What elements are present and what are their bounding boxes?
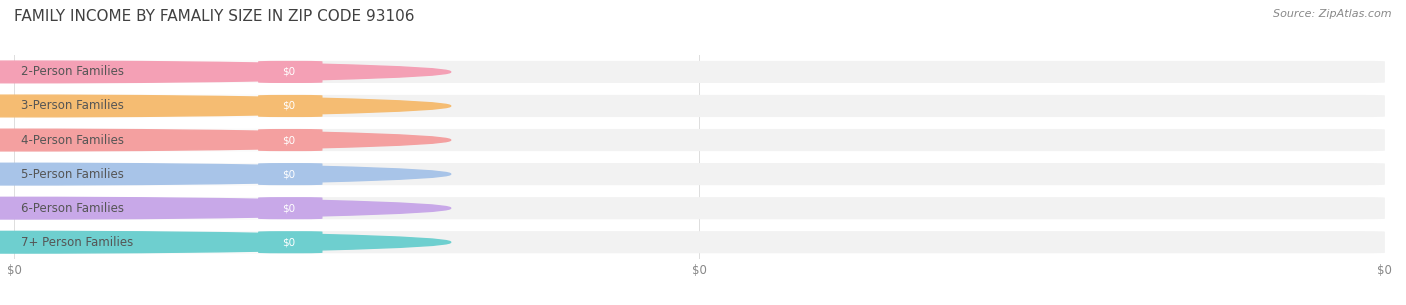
FancyBboxPatch shape bbox=[14, 231, 1385, 253]
FancyBboxPatch shape bbox=[259, 197, 322, 219]
FancyBboxPatch shape bbox=[14, 61, 316, 83]
Text: 2-Person Families: 2-Person Families bbox=[21, 66, 124, 78]
FancyBboxPatch shape bbox=[14, 95, 1385, 117]
Text: $0: $0 bbox=[281, 237, 295, 247]
FancyBboxPatch shape bbox=[259, 95, 322, 117]
Text: $0: $0 bbox=[281, 67, 295, 77]
Text: 6-Person Families: 6-Person Families bbox=[21, 202, 124, 215]
FancyBboxPatch shape bbox=[14, 95, 316, 117]
Circle shape bbox=[0, 129, 451, 151]
Circle shape bbox=[0, 231, 451, 253]
FancyBboxPatch shape bbox=[14, 61, 1385, 83]
FancyBboxPatch shape bbox=[14, 129, 1385, 151]
Circle shape bbox=[0, 197, 451, 219]
FancyBboxPatch shape bbox=[14, 129, 316, 151]
Text: 5-Person Families: 5-Person Families bbox=[21, 168, 124, 181]
FancyBboxPatch shape bbox=[14, 163, 316, 185]
Text: 7+ Person Families: 7+ Person Families bbox=[21, 236, 134, 249]
Circle shape bbox=[0, 61, 451, 83]
Circle shape bbox=[0, 163, 451, 185]
FancyBboxPatch shape bbox=[14, 163, 1385, 185]
FancyBboxPatch shape bbox=[14, 197, 316, 219]
FancyBboxPatch shape bbox=[259, 61, 322, 83]
Text: 3-Person Families: 3-Person Families bbox=[21, 99, 124, 113]
Text: $0: $0 bbox=[281, 203, 295, 213]
Text: $0: $0 bbox=[281, 135, 295, 145]
Text: $0: $0 bbox=[281, 101, 295, 111]
Circle shape bbox=[0, 95, 451, 117]
Text: 4-Person Families: 4-Person Families bbox=[21, 134, 124, 146]
FancyBboxPatch shape bbox=[259, 231, 322, 253]
Text: FAMILY INCOME BY FAMALIY SIZE IN ZIP CODE 93106: FAMILY INCOME BY FAMALIY SIZE IN ZIP COD… bbox=[14, 9, 415, 24]
FancyBboxPatch shape bbox=[14, 231, 316, 253]
Text: $0: $0 bbox=[281, 169, 295, 179]
FancyBboxPatch shape bbox=[259, 129, 322, 151]
FancyBboxPatch shape bbox=[14, 197, 1385, 219]
FancyBboxPatch shape bbox=[259, 163, 322, 185]
Text: Source: ZipAtlas.com: Source: ZipAtlas.com bbox=[1274, 9, 1392, 19]
